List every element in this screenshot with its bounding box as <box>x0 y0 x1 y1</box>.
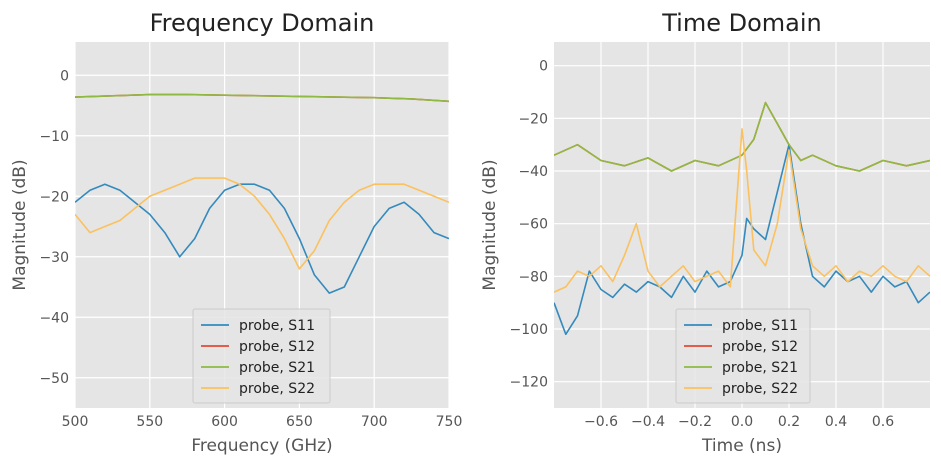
chart-0-x-tick-label: 700 <box>361 414 388 430</box>
chart-1-legend-label-s11: probe, S11 <box>722 318 798 334</box>
chart-1-legend-label-s12: probe, S12 <box>722 339 798 355</box>
frequency-domain-chart: 500 550 600 650 700 750 0 −10 −20 −30 −40 −50 Freque… <box>10 9 462 456</box>
chart-1-y-axis-label: Magnitude (dB) <box>480 159 500 290</box>
chart-0-x-tick-label: 600 <box>211 414 238 430</box>
chart-0-x-tick-label: 500 <box>62 414 89 430</box>
chart-1-x-tick-label: 0.0 <box>731 414 753 430</box>
chart-1-title: Time Domain <box>661 9 822 37</box>
chart-1-y-tick-label: −100 <box>510 322 548 338</box>
chart-1-legend-label-s21: probe, S21 <box>722 360 798 376</box>
chart-0-y-tick-label: −30 <box>39 250 69 266</box>
chart-0-series-s21-line <box>75 93 449 103</box>
chart-1-x-tick-label: −0.2 <box>678 414 712 430</box>
chart-0-x-axis-label: Frequency (GHz) <box>191 436 332 456</box>
chart-1-legend-label-s22: probe, S22 <box>722 381 798 397</box>
chart-1-y-tick-label: −20 <box>518 111 548 127</box>
chart-1-x-tick-label: 0.4 <box>825 414 847 430</box>
chart-1-series-s11-line <box>554 143 930 336</box>
chart-0-legend-label-s21: probe, S21 <box>239 360 315 376</box>
chart-0-legend-label-s12: probe, S12 <box>239 339 315 355</box>
chart-1-x-tick-label: 0.6 <box>872 414 894 430</box>
chart-1-series-s22-line <box>554 128 930 293</box>
chart-0-legend: probe, S11 probe, S12 probe, S21 probe, S22 <box>192 308 331 404</box>
chart-1-legend-box <box>675 308 811 404</box>
time-domain-chart: −0.6 −0.4 −0.2 0.0 0.2 0.4 0.6 0 −20 −40 −60 −80 −10… <box>480 9 930 456</box>
chart-1-y-tick-label: −120 <box>510 375 548 391</box>
chart-1-x-tick-label: 0.2 <box>778 414 800 430</box>
chart-0-title: Frequency Domain <box>150 9 375 37</box>
chart-0-y-tick-label: −10 <box>39 129 69 145</box>
chart-0-legend-box <box>192 308 331 404</box>
chart-1-y-tick-label: −60 <box>518 217 548 233</box>
chart-0-x-tick-label: 550 <box>136 414 163 430</box>
chart-0-legend-label-s22: probe, S22 <box>239 381 315 397</box>
chart-0-y-tick-label: −50 <box>39 371 69 387</box>
chart-1-legend: probe, S11 probe, S12 probe, S21 probe, S22 <box>675 308 811 404</box>
chart-1-x-tick-label: −0.4 <box>631 414 665 430</box>
chart-0-y-axis-label: Magnitude (dB) <box>10 159 30 290</box>
chart-1-y-tick-label: 0 <box>539 59 548 75</box>
chart-1-x-tick-label: −0.6 <box>584 414 618 430</box>
chart-1-x-axis-label: Time (ns) <box>701 436 782 456</box>
chart-1-y-tick-label: −80 <box>518 269 548 285</box>
chart-1-y-tick-label: −40 <box>518 164 548 180</box>
chart-0-y-tick-label: 0 <box>60 68 69 84</box>
chart-0-series-s22-line <box>75 177 449 270</box>
chart-1-series-s21-line <box>554 101 930 172</box>
chart-0-legend-label-s11: probe, S11 <box>239 318 315 334</box>
chart-0-series-s11-line <box>75 183 449 294</box>
chart-0-x-tick-label: 650 <box>286 414 313 430</box>
chart-0-y-tick-label: −20 <box>39 189 69 205</box>
chart-0-y-tick-label: −40 <box>39 310 69 326</box>
chart-0-x-tick-label: 750 <box>436 414 463 430</box>
